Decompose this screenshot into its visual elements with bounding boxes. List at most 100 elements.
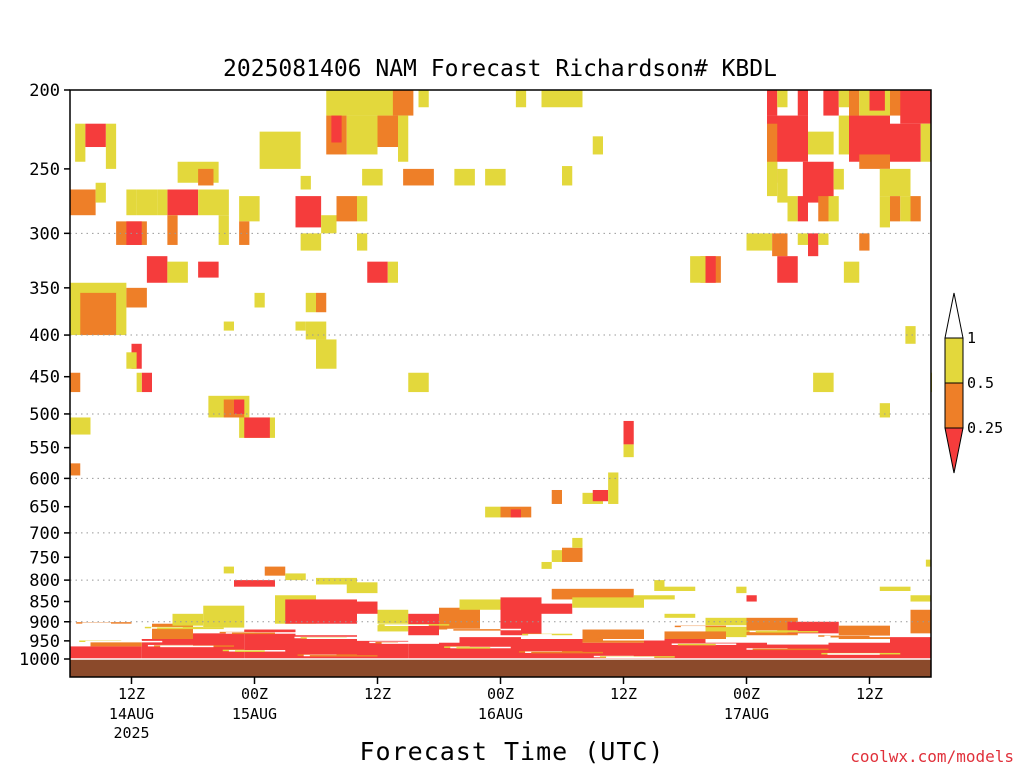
- data-cell: [126, 352, 137, 369]
- data-streak: [606, 656, 655, 659]
- y-tick-label: 200: [29, 81, 60, 101]
- data-cell: [843, 261, 860, 283]
- data-band: [644, 639, 706, 659]
- data-cell: [746, 233, 773, 251]
- data-cell: [592, 136, 603, 155]
- credit-link[interactable]: coolwx.com/models: [850, 747, 1014, 766]
- y-tick-label: 900: [29, 613, 60, 633]
- y-tick-label: 650: [29, 498, 60, 518]
- data-band: [654, 580, 665, 591]
- data-band: [633, 595, 675, 600]
- data-band: [664, 613, 696, 618]
- data-cell: [849, 115, 890, 162]
- data-cell: [859, 233, 870, 251]
- surface-fill: [70, 659, 931, 677]
- data-cell: [403, 168, 434, 186]
- data-cell: [198, 189, 229, 216]
- data-band: [285, 599, 357, 624]
- data-cell: [859, 154, 890, 169]
- data-cell: [326, 90, 398, 116]
- x-tick-label: 00Z: [241, 685, 268, 703]
- data-cell: [777, 90, 788, 108]
- data-streak: [677, 643, 716, 646]
- data-cell: [167, 261, 188, 283]
- data-cell: [705, 256, 716, 283]
- data-cell: [362, 168, 383, 186]
- data-cell: [802, 161, 834, 203]
- x-tick-date: 15AUG: [232, 705, 277, 723]
- data-cell: [157, 189, 168, 216]
- data-cell: [905, 326, 916, 344]
- data-band: [572, 597, 644, 608]
- data-band: [264, 566, 286, 576]
- data-cell: [767, 123, 778, 183]
- y-tick-label: 1000: [19, 650, 60, 670]
- data-streak: [531, 651, 603, 654]
- data-streak: [157, 627, 224, 630]
- data-cell: [623, 420, 634, 445]
- data-cell: [223, 321, 234, 331]
- data-band: [408, 642, 460, 659]
- data-streak: [231, 632, 275, 635]
- data-cell: [869, 90, 885, 111]
- data-band: [141, 639, 193, 659]
- data-streak: [384, 624, 429, 626]
- data-cell: [70, 417, 91, 435]
- data-cell: [295, 196, 322, 228]
- data-cell: [608, 472, 619, 504]
- data-streak: [603, 639, 665, 641]
- x-tick-date: 16AUG: [478, 705, 523, 723]
- data-cell: [367, 261, 388, 283]
- y-tick-label: 250: [29, 160, 60, 180]
- data-band: [357, 601, 378, 614]
- data-cell: [70, 463, 81, 476]
- data-cell: [454, 168, 475, 186]
- data-band: [521, 639, 583, 659]
- data-cell: [890, 123, 921, 162]
- data-cell: [813, 372, 834, 393]
- data-band: [203, 605, 245, 628]
- data-cell: [562, 547, 583, 562]
- data-band: [664, 586, 696, 591]
- data-cell: [126, 221, 142, 245]
- data-cell: [95, 182, 106, 203]
- data-band: [172, 613, 204, 626]
- data-cell: [75, 123, 86, 162]
- data-cell: [541, 561, 552, 569]
- data-streak: [309, 655, 378, 657]
- data-band: [910, 595, 931, 602]
- y-tick-label: 400: [29, 326, 60, 346]
- x-tick-date: 17AUG: [724, 705, 769, 723]
- data-streak: [85, 640, 163, 643]
- data-band: [582, 629, 644, 643]
- chart-title: 2025081406 NAM Forecast Richardson# KBDL: [223, 56, 777, 82]
- data-cell: [418, 90, 429, 108]
- data-cell: [136, 189, 158, 216]
- data-cell: [80, 292, 117, 336]
- data-cell: [126, 287, 147, 308]
- data-cell: [787, 196, 798, 222]
- data-cell: [879, 196, 890, 228]
- data-streak: [456, 647, 491, 649]
- data-cell: [141, 372, 152, 393]
- x-tick-label: 12Z: [118, 685, 145, 703]
- data-cell: [305, 321, 327, 340]
- data-band: [295, 635, 357, 659]
- data-band: [879, 586, 911, 591]
- data-band: [787, 621, 839, 634]
- data-cell: [198, 168, 214, 186]
- data-streak: [453, 629, 501, 631]
- data-cell: [823, 90, 839, 116]
- data-band: [234, 580, 275, 587]
- x-tick-label: 00Z: [733, 685, 760, 703]
- data-band: [377, 609, 409, 632]
- x-tick-label: 12Z: [364, 685, 391, 703]
- data-cell: [515, 90, 527, 108]
- data-cell: [623, 444, 634, 458]
- data-cell: [879, 403, 890, 418]
- data-streak: [160, 645, 214, 648]
- data-cell: [218, 215, 229, 245]
- data-band: [582, 642, 644, 659]
- data-cell: [485, 506, 501, 518]
